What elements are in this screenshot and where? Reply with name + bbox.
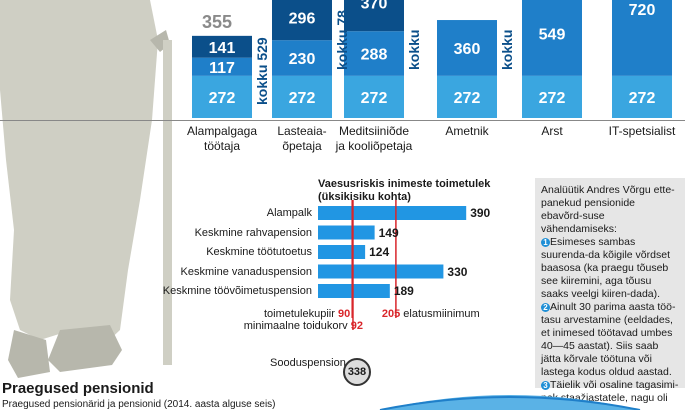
bar-segment bbox=[522, 75, 582, 118]
bar-value-label: 720 bbox=[629, 2, 656, 19]
stacked-bar-chart: 272 117 141 272 230 296 272 288 370 272 360 272 549 2… bbox=[192, 0, 672, 118]
note-items: 1 Esimeses sambas suurenda-da kõigile võr… bbox=[541, 236, 679, 410]
bar-value-label: 230 bbox=[289, 51, 316, 68]
hbar-value-label: 189 bbox=[393, 284, 414, 298]
current-pensions-subheading: Praegused pensionärid ja pensionid (2014… bbox=[2, 399, 276, 410]
category-label: Alampalgaga töötaja bbox=[186, 124, 258, 153]
hbar bbox=[318, 245, 366, 259]
reference-label: minimaalne toidukorv 92 bbox=[243, 320, 363, 332]
hbar-value-label: 390 bbox=[470, 206, 491, 220]
bar-segment bbox=[344, 75, 404, 118]
hbar-title-text: Vaesusriskis inimeste toimetulek (üksikis… bbox=[318, 178, 491, 203]
bar-value-label: 360 bbox=[454, 41, 481, 58]
bar-segment bbox=[344, 31, 404, 76]
bar-segment bbox=[612, 75, 672, 118]
hbar-value-label: 149 bbox=[378, 225, 399, 240]
hbar-category-label: Keskmine töötutoetus bbox=[206, 246, 312, 258]
note-item-text: Esimeses sambas suurenda-da kõigile võrd… bbox=[541, 236, 670, 300]
hbar-category-label: Alampalk bbox=[266, 207, 312, 219]
bar-segment bbox=[192, 57, 252, 76]
bar-value-label: 272 bbox=[209, 90, 236, 107]
bar-segment bbox=[272, 0, 332, 41]
bar-segment bbox=[437, 75, 497, 118]
number-bullet-icon: 3 bbox=[541, 381, 550, 390]
bar-value-label: 272 bbox=[454, 90, 481, 107]
hbar-chart-title: Vaesusriskis inimeste toimetulek (üksikis… bbox=[318, 178, 490, 204]
bar-segment bbox=[437, 20, 497, 76]
elderly-person-silhouette bbox=[0, 0, 172, 378]
bar-segment bbox=[192, 35, 252, 58]
bar-segment bbox=[522, 0, 582, 76]
pie-fragment bbox=[379, 395, 641, 410]
category-label: Lasteaia-õpetaja bbox=[277, 124, 327, 153]
reference-label: 205 elatusmiinimum bbox=[381, 308, 480, 320]
bar-segment bbox=[192, 75, 252, 118]
bar-value-label: 288 bbox=[361, 47, 388, 64]
category-label: IT-spetsialist bbox=[608, 124, 676, 138]
reference-label: toimetulekupiir 90 bbox=[263, 308, 351, 320]
hbar bbox=[318, 264, 444, 279]
hbar bbox=[318, 225, 375, 240]
note-item: 1 Esimeses sambas suurenda-da kõigile võr… bbox=[541, 236, 679, 301]
bar-value-label: 549 bbox=[539, 26, 566, 43]
bar-segment bbox=[272, 40, 332, 76]
note-item: 2 Ainult 30 parima aasta töö-tasu arvesta… bbox=[541, 301, 679, 379]
current-pensions-heading: Praegused pensionid bbox=[2, 380, 154, 397]
hbar bbox=[318, 206, 467, 220]
hbar-category-label: Keskmine vanaduspension bbox=[180, 265, 312, 278]
sooduspension-label: Sooduspension bbox=[270, 357, 346, 369]
sooduspension-value-badge: 338 bbox=[343, 358, 371, 386]
number-bullet-icon: 1 bbox=[541, 238, 550, 247]
bar-value-label: 272 bbox=[539, 90, 566, 107]
hbar-category-label: Keskmine töövõimetuspension bbox=[162, 285, 312, 297]
note-intro: Analüütik Andres Võrgu ette-panekud pens… bbox=[541, 184, 675, 235]
hbar-value-label: 124 bbox=[369, 245, 390, 259]
bar-value-label: 117 bbox=[209, 60, 235, 77]
bar-value-label: 370 bbox=[361, 0, 388, 13]
top-value-label: 355 bbox=[202, 11, 233, 32]
bar-value-label: 272 bbox=[361, 90, 388, 107]
category-label: Meditsiiniõde ja kooliõpetaja bbox=[335, 124, 413, 153]
axis-line bbox=[0, 120, 685, 121]
hbar-category-label: Keskmine rahvapension bbox=[194, 226, 312, 239]
note-item-text: Ainult 30 parima aasta töö-tasu arvestam… bbox=[541, 301, 676, 378]
bar-segment bbox=[344, 0, 404, 32]
proposals-note: Analüütik Andres Võrgu ette-panekud pens… bbox=[535, 178, 685, 410]
bar-value-label: 272 bbox=[289, 90, 316, 107]
bar-segment bbox=[612, 0, 672, 76]
category-label: Arst bbox=[541, 124, 563, 138]
hbar-value-label: 330 bbox=[447, 264, 468, 279]
number-bullet-icon: 2 bbox=[541, 303, 550, 312]
bar-value-label: 296 bbox=[289, 10, 316, 27]
category-label: Ametnik bbox=[445, 124, 489, 138]
bar-segment bbox=[272, 75, 332, 118]
hbar bbox=[318, 284, 390, 298]
bar-value-label: 272 bbox=[629, 90, 656, 107]
bar-value-label: 141 bbox=[209, 40, 236, 57]
